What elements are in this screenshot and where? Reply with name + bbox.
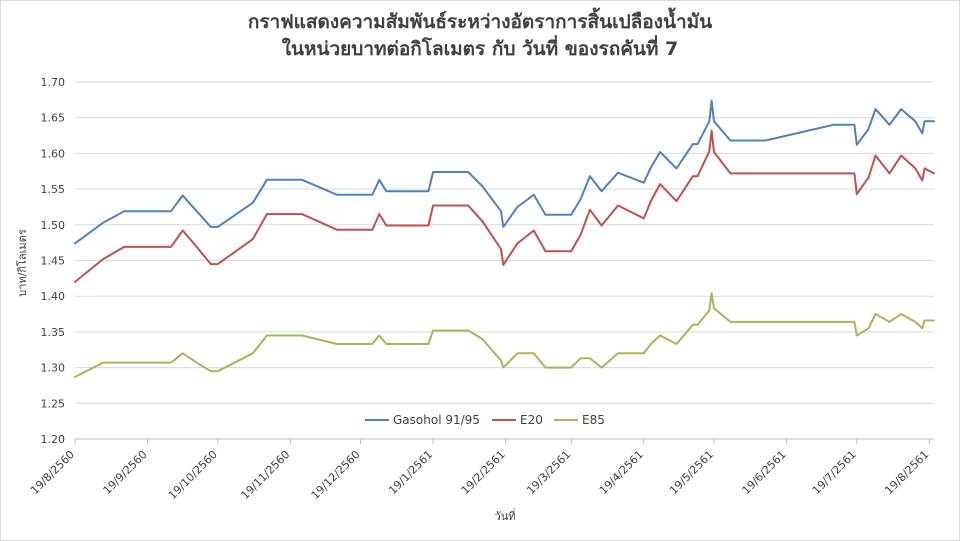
y-tick-label-10: 1.70 (41, 76, 66, 89)
y-tick-label-6: 1.50 (41, 219, 66, 232)
x-tick-label-8: 19/4/2561 (597, 448, 646, 497)
legend-label-2: E85 (582, 413, 605, 427)
x-tick-label-10: 19/6/2561 (740, 448, 789, 497)
y-tick-label-2: 1.30 (41, 362, 66, 375)
series-line-1 (74, 129, 935, 283)
x-axis-tick-labels: 19/8/2560 19/9/2560 19/10/2560 19/11/2560 19… (28, 448, 931, 502)
chart-title-line-2: ในหน่วยบาทต่อกิโลเมตร กับ วันที่ ของรถคั… (281, 38, 679, 60)
x-tick-label-4: 19/12/2560 (309, 448, 363, 502)
y-tick-label-0: 1.20 (41, 433, 66, 446)
x-tick-label-3: 19/11/2560 (238, 448, 292, 502)
axes (74, 438, 934, 444)
legend-label-1: E20 (520, 413, 543, 427)
y-tick-label-1: 1.25 (41, 397, 66, 410)
x-tick-label-2: 19/10/2560 (166, 448, 220, 502)
x-tick-label-6: 19/2/2561 (459, 448, 508, 497)
series-line-2 (74, 292, 935, 378)
legend-label-0: Gasohol 91/95 (393, 413, 480, 427)
y-tick-label-3: 1.35 (41, 326, 66, 339)
x-tick-label-1: 19/9/2560 (101, 448, 150, 497)
x-tick-label-0: 19/8/2560 (28, 448, 77, 497)
x-tick-label-9: 19/5/2561 (667, 448, 716, 497)
x-tick-label-12: 19/8/2561 (882, 448, 931, 497)
series-lines (74, 99, 935, 378)
legend: Gasohol 91/95 E20 E85 (365, 413, 605, 427)
grid-lines (75, 81, 934, 404)
y-tick-label-4: 1.40 (41, 290, 66, 303)
x-tick-label-11: 19/7/2561 (810, 448, 859, 497)
y-tick-label-9: 1.65 (41, 112, 66, 125)
chart-title: กราฟแสดงความสัมพันธ์ระหว่างอัตราการสิ้นเ… (1, 9, 959, 63)
y-tick-label-8: 1.60 (41, 147, 66, 160)
y-tick-label-7: 1.55 (41, 183, 66, 196)
y-axis-title: บาท/กิโลเมตร (15, 229, 29, 297)
y-tick-label-5: 1.45 (41, 255, 66, 268)
series-line-0 (74, 99, 935, 245)
chart-title-line-1: กราฟแสดงความสัมพันธ์ระหว่างอัตราการสิ้นเ… (247, 11, 713, 33)
y-axis-tick-labels: 1.20 1.25 1.30 1.35 1.40 1.45 1.50 1.55 1.60 1.65… (41, 76, 66, 446)
x-axis-title: วันที่ (495, 508, 516, 523)
x-tick-label-7: 19/3/2561 (524, 448, 573, 497)
x-tick-label-5: 19/1/2561 (386, 448, 435, 497)
